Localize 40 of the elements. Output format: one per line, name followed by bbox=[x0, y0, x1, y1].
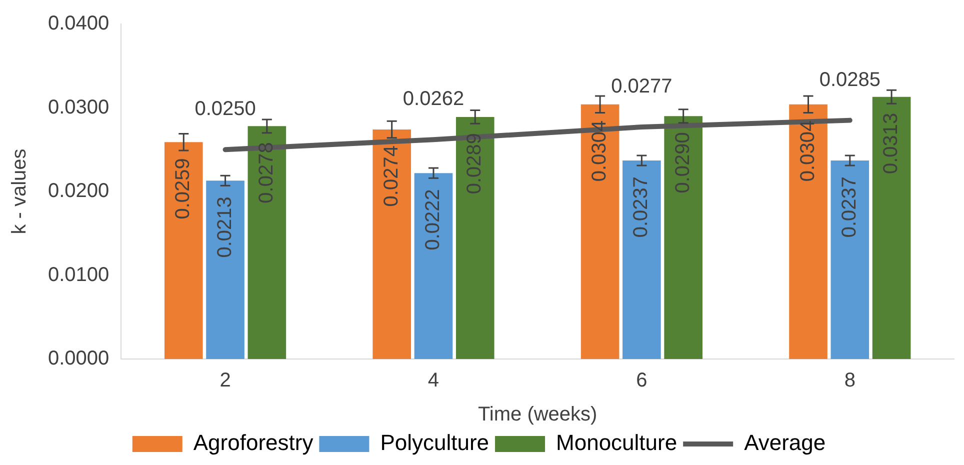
y-tick-label: 0.0000 bbox=[48, 348, 110, 370]
x-tick-label: 6 bbox=[636, 370, 648, 392]
legend-label: Polyculture bbox=[380, 430, 490, 456]
bar bbox=[164, 142, 203, 359]
bar bbox=[456, 116, 494, 359]
x-tick-label: 2 bbox=[220, 370, 231, 392]
y-tick-label: 0.0100 bbox=[48, 264, 110, 286]
legend-label: Agroforestry bbox=[193, 430, 314, 456]
x-axis-title: Time (weeks) bbox=[478, 404, 598, 426]
y-tick-label: 0.0200 bbox=[48, 180, 110, 202]
y-tick-label: 0.0300 bbox=[48, 96, 110, 118]
bar bbox=[414, 173, 453, 359]
x-tick-label: 4 bbox=[428, 370, 440, 392]
y-tick-label: 0.0400 bbox=[48, 12, 110, 35]
data-label: 0.0237 bbox=[630, 176, 652, 238]
legend-label: Average bbox=[744, 430, 826, 456]
data-label: 0.0250 bbox=[194, 98, 256, 120]
data-label: 0.0277 bbox=[611, 76, 672, 98]
bar bbox=[872, 96, 911, 359]
bar bbox=[580, 104, 620, 359]
data-label: 0.0262 bbox=[402, 88, 464, 110]
data-label: 0.0274 bbox=[380, 146, 402, 207]
data-label: 0.0259 bbox=[172, 158, 194, 220]
bar bbox=[789, 104, 828, 359]
data-label: 0.0222 bbox=[422, 189, 444, 250]
bar bbox=[248, 126, 286, 359]
bar bbox=[206, 180, 244, 359]
data-label: 0.0213 bbox=[214, 196, 236, 258]
bar bbox=[372, 130, 411, 359]
x-tick-label: 8 bbox=[844, 370, 856, 392]
bar bbox=[664, 116, 702, 359]
data-label: 0.0237 bbox=[838, 176, 860, 238]
data-label: 0.0304 bbox=[796, 120, 819, 182]
data-label: 0.0290 bbox=[672, 132, 694, 194]
bar bbox=[622, 160, 661, 359]
data-label: 0.0285 bbox=[819, 68, 880, 91]
y-axis-title: k - values bbox=[8, 148, 31, 234]
legend-label: Monoculture bbox=[556, 430, 678, 456]
data-label: 0.0313 bbox=[880, 112, 902, 174]
bar bbox=[830, 160, 870, 359]
